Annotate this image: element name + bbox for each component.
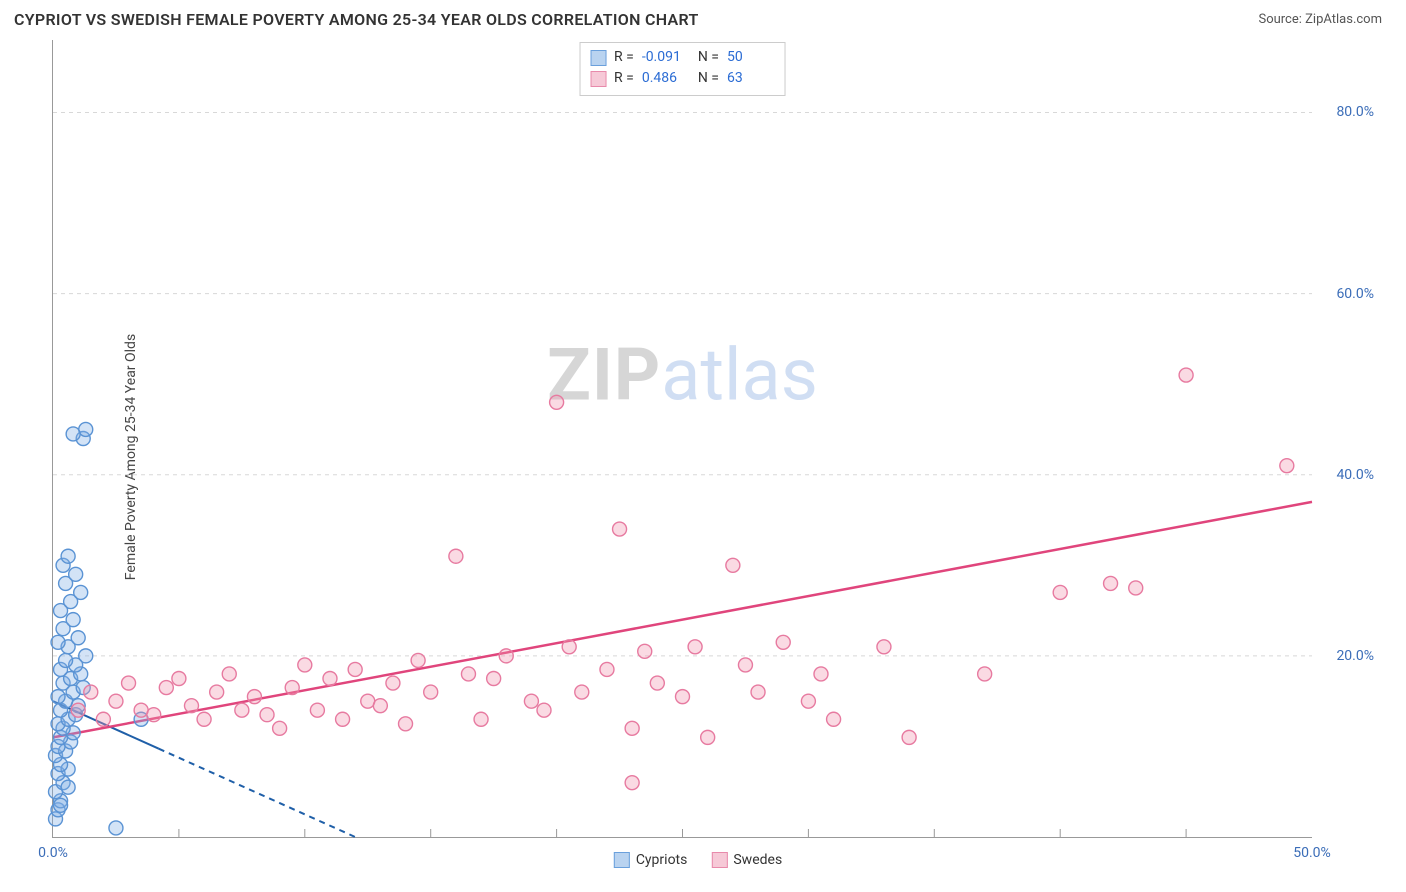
stats-row-swedes: R = 0.486 N = 63	[590, 68, 775, 89]
stats-legend-box: R = -0.091 N = 50 R = 0.486 N = 63	[579, 42, 786, 96]
plot-area: ZIPatlas R =-0.091N =50R =0.486N =63 20.…	[52, 40, 1312, 838]
legend-label-swedes: Swedes	[733, 852, 782, 868]
y-tick-label: 20.0%	[1336, 648, 1374, 664]
legend-item-cypriots: Cypriots	[614, 852, 688, 868]
r-label: R =	[614, 68, 634, 89]
r-value-cypriots: -0.091	[642, 47, 690, 68]
stats-row-cypriots: R = -0.091 N = 50	[590, 47, 775, 68]
x-tick-label: 50.0%	[1293, 845, 1331, 861]
legend-swatch-cypriots	[614, 852, 630, 868]
chart-title: CYPRIOT VS SWEDISH FEMALE POVERTY AMONG …	[14, 10, 699, 29]
n-value-swedes: 63	[727, 68, 775, 89]
chart-svg	[53, 40, 1312, 837]
legend-swatch-swedes	[711, 852, 727, 868]
legend-item-swedes: Swedes	[711, 852, 782, 868]
source-prefix: Source:	[1258, 12, 1305, 27]
swatch-cypriots	[590, 50, 606, 66]
source-name: ZipAtlas.com	[1305, 12, 1382, 27]
y-tick-label: 40.0%	[1336, 467, 1374, 483]
n-label: N =	[698, 68, 719, 89]
chart-container: Female Poverty Among 25-34 Year Olds ZIP…	[14, 40, 1382, 874]
source-attribution: Source: ZipAtlas.com	[1258, 12, 1382, 27]
swatch-swedes	[590, 71, 606, 87]
legend-label-cypriots: Cypriots	[636, 852, 688, 868]
x-tick-label: 0.0%	[38, 845, 68, 861]
r-label: R =	[614, 47, 634, 68]
r-value-swedes: 0.486	[642, 68, 690, 89]
y-tick-label: 80.0%	[1336, 104, 1374, 120]
n-label: N =	[698, 47, 719, 68]
n-value-cypriots: 50	[727, 47, 775, 68]
y-tick-label: 60.0%	[1336, 286, 1374, 302]
bottom-legend: Cypriots Swedes	[614, 852, 782, 868]
